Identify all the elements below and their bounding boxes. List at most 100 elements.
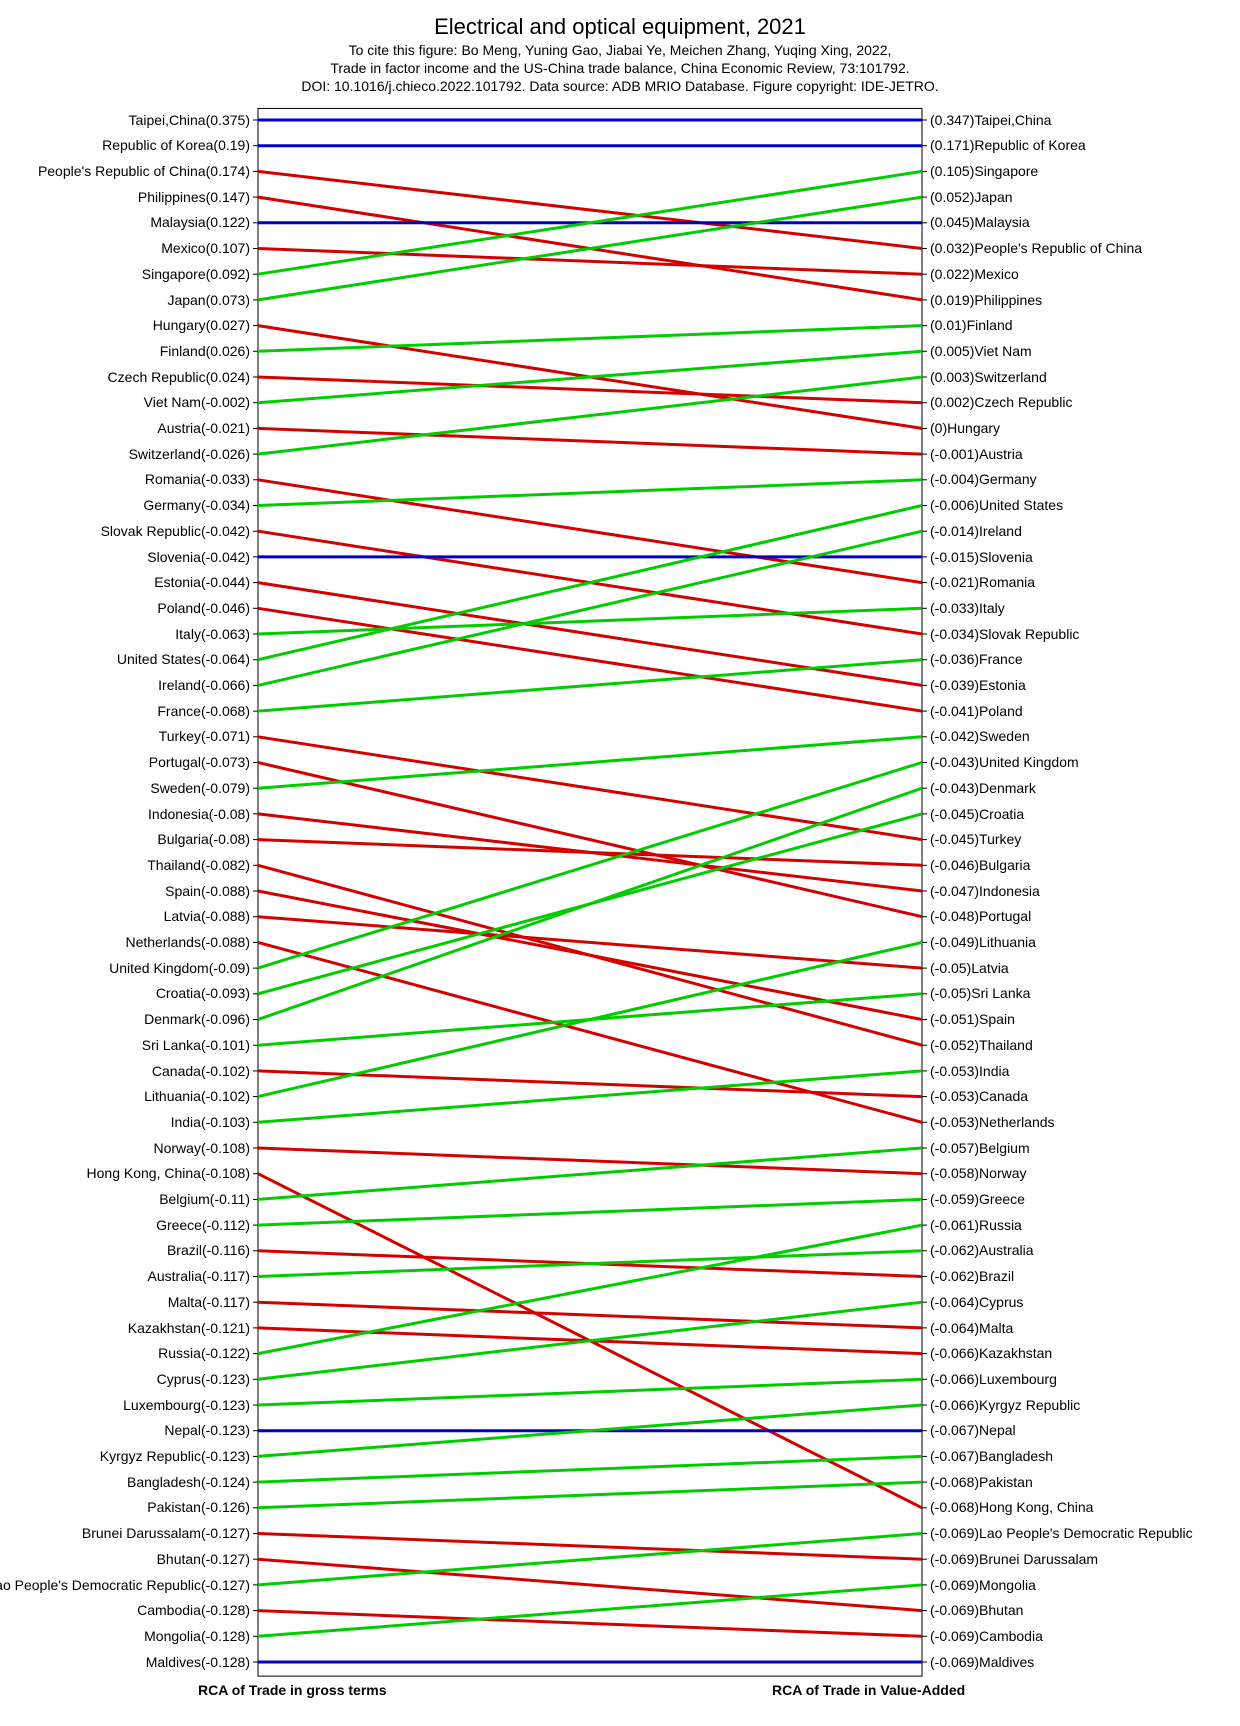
left-rank-label: Turkey(-0.071) <box>159 728 250 744</box>
left-rank-label: Latvia(-0.088) <box>164 908 250 924</box>
right-country-name: Finland <box>967 317 1013 333</box>
right-value: 0.032 <box>935 240 970 256</box>
right-country-name: Japan <box>974 189 1012 205</box>
left-country-name: Greece <box>156 1217 202 1233</box>
right-rank-label: (-0.066)Luxembourg <box>930 1371 1057 1387</box>
left-value: -0.102 <box>206 1063 246 1079</box>
left-rank-label: Greece(-0.112) <box>156 1217 250 1233</box>
left-rank-label: Belgium(-0.11) <box>159 1191 250 1207</box>
right-rank-label: (-0.053)Canada <box>930 1088 1028 1104</box>
right-rank-label: (-0.051)Spain <box>930 1011 1015 1027</box>
left-value: 0.122 <box>210 214 245 230</box>
right-value: -0.036 <box>935 651 975 667</box>
right-value: -0.064 <box>935 1320 975 1336</box>
right-value: -0.052 <box>935 1037 975 1053</box>
right-value: -0.062 <box>935 1268 975 1284</box>
left-value: -0.121 <box>206 1320 246 1336</box>
right-value: -0.066 <box>935 1397 975 1413</box>
left-value: -0.068 <box>206 703 246 719</box>
left-rank-label: Switzerland(-0.026) <box>129 446 250 462</box>
slope-line <box>258 583 922 686</box>
right-country-name: United Kingdom <box>979 754 1079 770</box>
right-value: -0.039 <box>935 677 975 693</box>
slope-line <box>258 1482 922 1508</box>
slope-line <box>258 840 922 866</box>
right-rank-label: (-0.052)Thailand <box>930 1037 1033 1053</box>
left-rank-label: Mexico(0.107) <box>161 240 250 256</box>
right-value: -0.05 <box>935 960 967 976</box>
right-value: 0.171 <box>935 137 970 153</box>
left-value: -0.088 <box>206 934 246 950</box>
right-rank-label: (-0.062)Australia <box>930 1242 1034 1258</box>
left-rank-label: Kyrgyz Republic(-0.123) <box>100 1448 250 1464</box>
left-rank-label: Malaysia(0.122) <box>150 214 250 230</box>
left-country-name: Brazil <box>167 1242 202 1258</box>
left-country-name: People's Republic of China <box>38 163 206 179</box>
left-rank-label: Czech Republic(0.024) <box>108 369 250 385</box>
left-rank-label: Austria(-0.021) <box>157 420 250 436</box>
right-value: -0.015 <box>935 549 975 565</box>
left-country-name: Bhutan <box>157 1551 201 1567</box>
left-value: 0.027 <box>210 317 245 333</box>
right-value: -0.062 <box>935 1242 975 1258</box>
left-rank-label: Ireland(-0.066) <box>158 677 250 693</box>
right-value: 0.002 <box>935 394 970 410</box>
left-country-name: Hungary <box>153 317 206 333</box>
right-rank-label: (-0.069)Lao People's Democratic Republic <box>930 1525 1193 1541</box>
left-value: -0.128 <box>206 1602 246 1618</box>
left-rank-label: Luxembourg(-0.123) <box>123 1397 250 1413</box>
left-value: -0.117 <box>207 1294 246 1310</box>
right-rank-label: (-0.067)Nepal <box>930 1422 1016 1438</box>
left-rank-label: Kazakhstan(-0.121) <box>128 1320 250 1336</box>
right-country-name: People's Republic of China <box>974 240 1142 256</box>
right-country-name: Croatia <box>979 806 1024 822</box>
left-value: -0.112 <box>207 1217 246 1233</box>
left-value: -0.127 <box>206 1525 246 1541</box>
slope-line <box>258 917 922 968</box>
right-value: -0.068 <box>935 1499 975 1515</box>
left-rank-label: Netherlands(-0.088) <box>125 934 250 950</box>
slope-line <box>258 1148 922 1174</box>
right-rank-label: (-0.061)Russia <box>930 1217 1022 1233</box>
left-country-name: Lithuania <box>144 1088 201 1104</box>
right-rank-label: (-0.059)Greece <box>930 1191 1025 1207</box>
right-rank-label: (-0.045)Turkey <box>930 831 1021 847</box>
right-country-name: Norway <box>979 1165 1026 1181</box>
left-country-name: Bangladesh <box>127 1474 201 1490</box>
left-value: -0.046 <box>206 600 246 616</box>
left-value: -0.073 <box>206 754 246 770</box>
right-rank-label: (-0.069)Maldives <box>930 1654 1034 1670</box>
left-country-name: Thailand <box>147 857 201 873</box>
left-rank-label: Croatia(-0.093) <box>156 985 250 1001</box>
left-country-name: Sri Lanka <box>142 1037 201 1053</box>
right-value: -0.067 <box>935 1448 975 1464</box>
left-rank-label: Spain(-0.088) <box>165 883 250 899</box>
right-value: 0.01 <box>935 317 962 333</box>
left-country-name: Russia <box>158 1345 201 1361</box>
right-country-name: Italy <box>979 600 1005 616</box>
right-rank-label: (0)Hungary <box>930 420 1000 436</box>
left-rank-label: Viet Nam(-0.002) <box>144 394 250 410</box>
right-value: -0.006 <box>935 497 975 513</box>
left-rank-label: Australia(-0.117) <box>148 1268 250 1284</box>
left-value: -0.088 <box>206 883 246 899</box>
right-country-name: Lao People's Democratic Republic <box>979 1525 1193 1541</box>
left-country-name: Pakistan <box>147 1499 201 1515</box>
right-country-name: Sri Lanka <box>971 985 1030 1001</box>
left-value: -0.127 <box>206 1551 246 1567</box>
left-rank-label: Bulgaria(-0.08) <box>157 831 250 847</box>
left-rank-label: Denmark(-0.096) <box>144 1011 250 1027</box>
left-rank-label: Mongolia(-0.128) <box>144 1628 250 1644</box>
right-country-name: Switzerland <box>974 369 1046 385</box>
left-value: -0.064 <box>206 651 246 667</box>
right-value: -0.066 <box>935 1371 975 1387</box>
x-axis-right-label: RCA of Trade in Value-Added <box>772 1682 965 1698</box>
left-rank-label: Brunei Darussalam(-0.127) <box>82 1525 250 1541</box>
left-value: 0.092 <box>210 266 245 282</box>
left-rank-label: Russia(-0.122) <box>158 1345 250 1361</box>
right-country-name: Kyrgyz Republic <box>979 1397 1080 1413</box>
right-value: 0.003 <box>935 369 970 385</box>
slope-line <box>258 1225 922 1354</box>
left-country-name: Denmark <box>144 1011 201 1027</box>
right-rank-label: (-0.066)Kyrgyz Republic <box>930 1397 1080 1413</box>
